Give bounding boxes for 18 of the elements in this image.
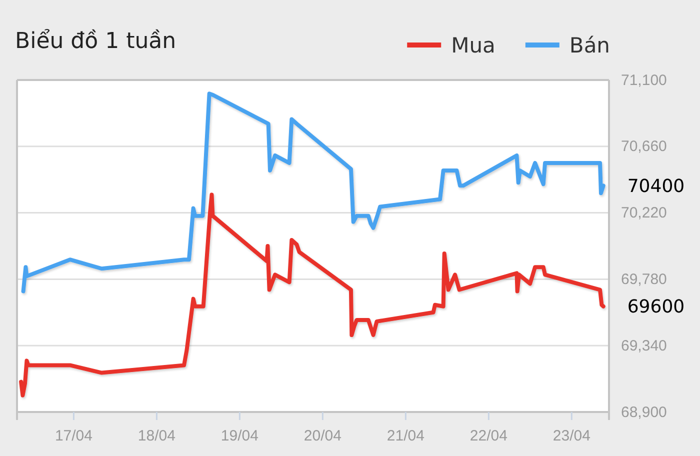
chart-title: Biểu đồ 1 tuần xyxy=(15,29,176,54)
y-tick-label: 70,220 xyxy=(621,204,667,222)
x-tick-label: 17/04 xyxy=(54,428,92,445)
x-tick-label: 22/04 xyxy=(470,428,508,445)
x-tick-label: 19/04 xyxy=(220,428,258,445)
x-tick-label: 20/04 xyxy=(304,428,342,445)
x-tick-label: 23/04 xyxy=(552,428,590,445)
y-tick-label: 69,780 xyxy=(621,271,667,288)
annotation: 69600 xyxy=(627,296,685,318)
y-tick-label: 71,100 xyxy=(621,72,667,89)
annotation: 70400 xyxy=(627,176,685,197)
y-tick-label: 70,660 xyxy=(621,138,667,156)
y-tick-label: 68,900 xyxy=(621,404,667,421)
x-tick-label: 18/04 xyxy=(138,428,176,445)
legend-label: Mua xyxy=(451,33,496,58)
y-tick-label: 69,340 xyxy=(621,337,667,354)
x-tick-label: 21/04 xyxy=(386,428,424,445)
legend-label: Bán xyxy=(569,33,610,58)
